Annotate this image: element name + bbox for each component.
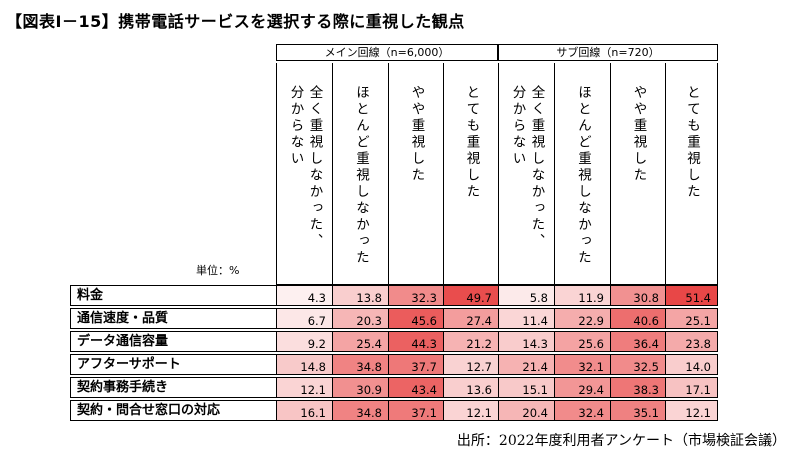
table-row: データ通信容量 9.2 25.4 44.3 21.2 14.3 25.6 36.4 23.8 [70, 331, 718, 352]
table-cell: 16.1 [276, 400, 332, 421]
table-cell: 30.9 [332, 377, 388, 398]
row-label: 料金 [70, 285, 276, 306]
table-cell: 32.5 [610, 354, 665, 375]
table-cell: 20.3 [332, 308, 388, 329]
table-cell: 27.4 [443, 308, 498, 329]
group-header-sub-line: サブ回線（n=720） [498, 44, 718, 61]
table-cell: 4.3 [276, 285, 332, 306]
row-label: 契約事務手続き [70, 377, 276, 398]
table-row: 契約事務手続き 12.1 30.9 43.4 13.6 15.1 29.4 38.3 17.1 [70, 377, 718, 398]
column-header-text: 分からない [287, 85, 304, 168]
column-header: とても重視した [665, 63, 718, 285]
column-header: とても重視した [443, 63, 498, 285]
table-cell: 37.1 [388, 400, 443, 421]
column-header-text: やや重視した [630, 85, 647, 184]
table-cell: 25.6 [554, 331, 610, 352]
table-cell: 29.4 [554, 377, 610, 398]
table-cell: 45.6 [388, 308, 443, 329]
table-cell: 20.4 [498, 400, 554, 421]
table-cell: 49.7 [443, 285, 498, 306]
table-cell: 12.7 [443, 354, 498, 375]
table-cell: 9.2 [276, 331, 332, 352]
table-cell: 40.6 [610, 308, 665, 329]
table-cell: 22.9 [554, 308, 610, 329]
column-header: やや重視した [610, 63, 665, 285]
column-header: 全く重視しなかった、 分からない [498, 63, 554, 285]
column-header: やや重視した [388, 63, 443, 285]
table-row: 契約・問合せ窓口の対応 16.1 34.8 37.1 12.1 20.4 32.4 35.1 1… [70, 400, 718, 421]
table-row: 通信速度・品質 6.7 20.3 45.6 27.4 11.4 22.9 40.6 25.1 [70, 308, 718, 329]
column-header: ほとんど重視しなかった [554, 63, 610, 285]
table-cell: 12.1 [276, 377, 332, 398]
column-header-text: やや重視した [408, 85, 425, 184]
table-cell: 34.8 [332, 354, 388, 375]
table-cell: 37.7 [388, 354, 443, 375]
column-header-text: 分からない [509, 85, 526, 168]
column-header-text: とても重視した [463, 85, 480, 201]
group-header-main-line: メイン回線（n=6,000） [276, 44, 498, 61]
column-header-text: ほとんど重視しなかった [353, 85, 369, 267]
table-cell: 36.4 [610, 331, 665, 352]
table-cell: 14.0 [665, 354, 718, 375]
row-label: 契約・問合せ窓口の対応 [70, 400, 276, 421]
column-header-text: 全く重視しなかった、 [306, 85, 323, 250]
table-cell: 43.4 [388, 377, 443, 398]
table-cell: 15.1 [498, 377, 554, 398]
table-cell: 14.3 [498, 331, 554, 352]
table-cell: 25.1 [665, 308, 718, 329]
table-cell: 51.4 [665, 285, 718, 306]
column-header-text: とても重視した [684, 85, 700, 201]
row-label: 通信速度・品質 [70, 308, 276, 329]
table-cell: 25.4 [332, 331, 388, 352]
table-cell: 17.1 [665, 377, 718, 398]
table-row: アフターサポート 14.8 34.8 37.7 12.7 21.4 32.1 32.5 14.0 [70, 354, 718, 375]
table-cell: 13.8 [332, 285, 388, 306]
table-cell: 34.8 [332, 400, 388, 421]
source-note: 出所：2022年度利用者アンケート（市場検証会議） [456, 433, 786, 449]
row-label: データ通信容量 [70, 331, 276, 352]
table-cell: 38.3 [610, 377, 665, 398]
table-cell: 13.6 [443, 377, 498, 398]
table-cell: 12.1 [665, 400, 718, 421]
column-header-text: 全く重視しなかった、 [528, 85, 545, 250]
column-header: 全く重視しなかった、 分からない [276, 63, 332, 285]
table-cell: 14.8 [276, 354, 332, 375]
column-header-text: ほとんど重視しなかった [575, 85, 591, 267]
table-row: 料金 4.3 13.8 32.3 49.7 5.8 11.9 30.8 51.4 [70, 285, 718, 306]
table-cell: 30.8 [610, 285, 665, 306]
table-cell: 21.2 [443, 331, 498, 352]
table-cell: 44.3 [388, 331, 443, 352]
table-cell: 32.4 [554, 400, 610, 421]
table-cell: 11.4 [498, 308, 554, 329]
table-cell: 32.1 [554, 354, 610, 375]
row-label: アフターサポート [70, 354, 276, 375]
table-cell: 6.7 [276, 308, 332, 329]
page-title: 【図表Ⅰ－15】携帯電話サービスを選択する際に重視した観点 [6, 12, 465, 31]
table-cell: 32.3 [388, 285, 443, 306]
table-cell: 23.8 [665, 331, 718, 352]
table-cell: 35.1 [610, 400, 665, 421]
unit-label: 単位：% [196, 264, 240, 277]
column-header: ほとんど重視しなかった [332, 63, 388, 285]
table-cell: 5.8 [498, 285, 554, 306]
table-cell: 11.9 [554, 285, 610, 306]
table-cell: 21.4 [498, 354, 554, 375]
table-cell: 12.1 [443, 400, 498, 421]
